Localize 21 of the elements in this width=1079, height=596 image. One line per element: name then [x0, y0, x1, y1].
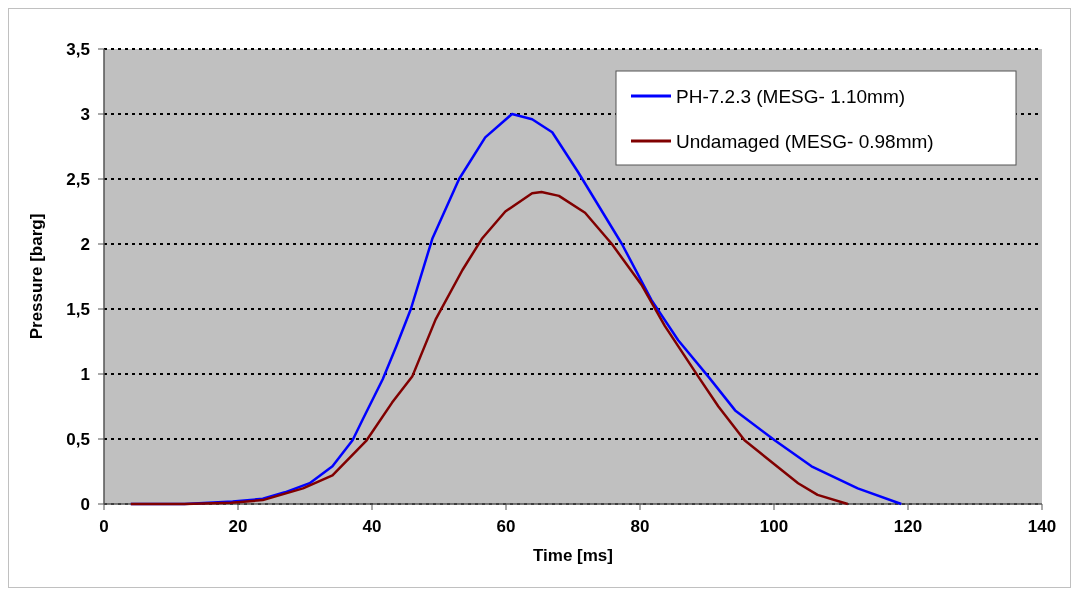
y-axis-title: Pressure [barg]: [27, 213, 46, 340]
y-tick-label: 3,5: [66, 39, 90, 59]
y-tick-label: 3: [80, 104, 90, 124]
x-tick-label: 0: [99, 517, 109, 536]
x-tick-label: 80: [630, 517, 650, 536]
y-tick-label: 2: [80, 234, 90, 254]
x-tick-label: 40: [362, 517, 382, 536]
y-tick-label: 1: [80, 364, 90, 384]
y-tick-label: 1,5: [66, 299, 90, 319]
x-tick-label: 60: [496, 517, 516, 536]
line-series: [129, 190, 849, 506]
legend-label: PH-7.2.3 (MESG- 1.10mm): [676, 85, 906, 107]
y-tick-label: 0,5: [66, 429, 90, 449]
x-tick-label: 120: [893, 517, 923, 536]
y-tick-label: 0: [80, 494, 90, 514]
legend-label: Undamaged (MESG- 0.98mm): [676, 130, 934, 152]
x-tick-label: 140: [1027, 517, 1057, 536]
x-tick-label: 20: [228, 517, 248, 536]
x-axis-title: Time [ms]: [533, 546, 613, 565]
y-tick-label: 2,5: [66, 169, 90, 189]
x-tick-label: 100: [759, 517, 789, 536]
